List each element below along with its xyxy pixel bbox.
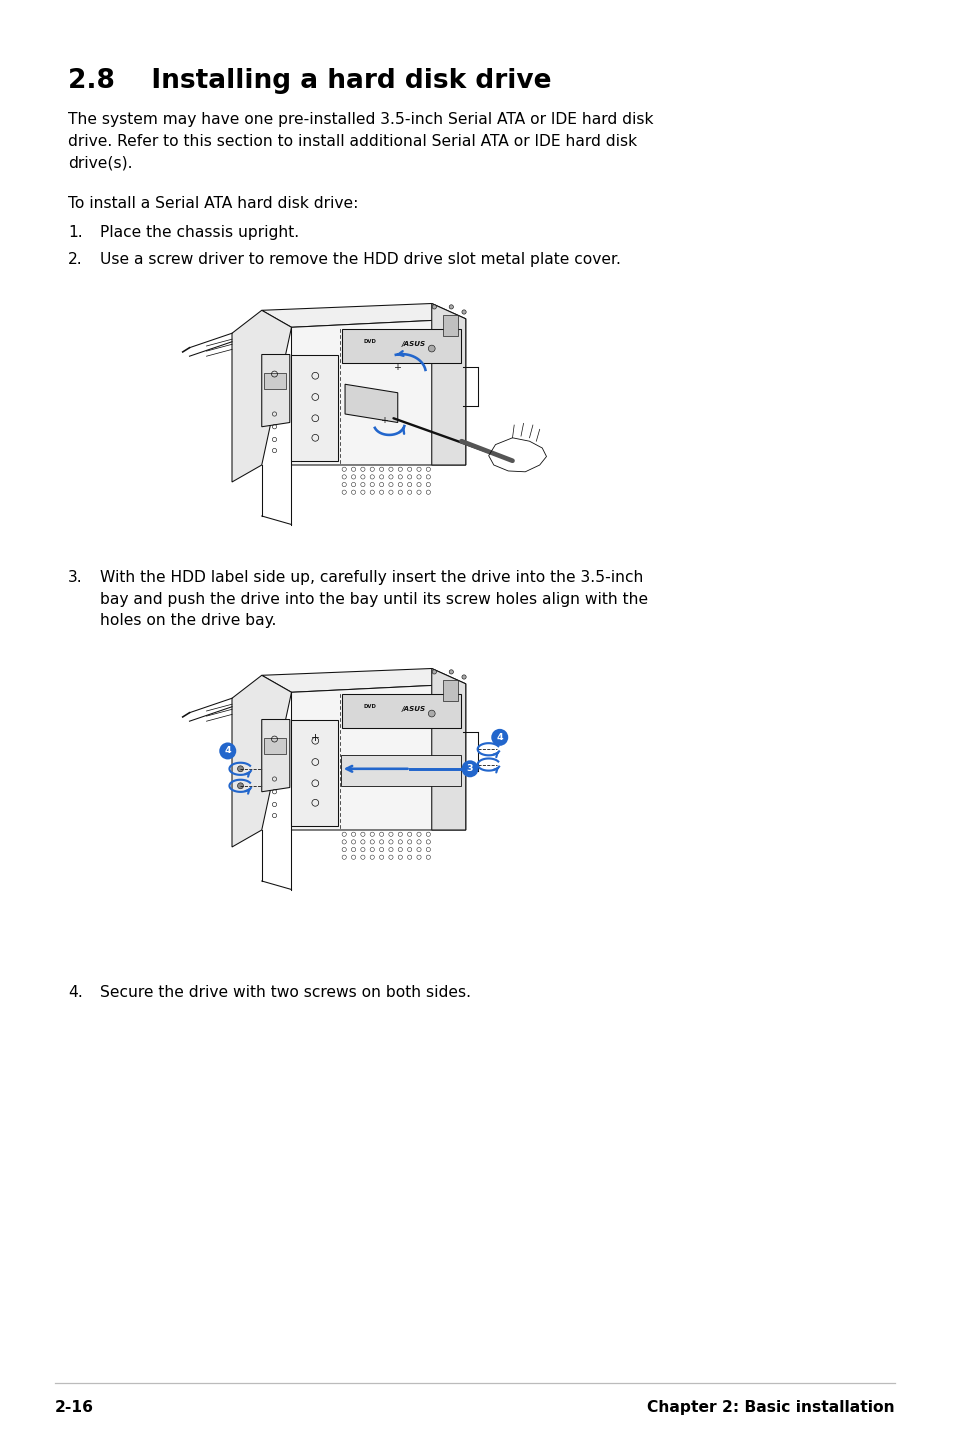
Bar: [264, 374, 285, 388]
Polygon shape: [292, 355, 338, 460]
Text: 4: 4: [224, 746, 231, 755]
Circle shape: [428, 710, 435, 718]
Bar: [342, 695, 461, 728]
Text: Use a screw driver to remove the HDD drive slot metal plate cover.: Use a screw driver to remove the HDD dri…: [100, 252, 620, 267]
Polygon shape: [345, 384, 397, 423]
Text: 3.: 3.: [68, 569, 83, 585]
Polygon shape: [261, 669, 465, 692]
Text: /ASUS: /ASUS: [401, 341, 426, 348]
Text: 2-16: 2-16: [55, 1401, 94, 1415]
Text: The system may have one pre-installed 3.5-inch Serial ATA or IDE hard disk
drive: The system may have one pre-installed 3.…: [68, 112, 653, 170]
Circle shape: [461, 674, 466, 679]
Text: 2.8    Installing a hard disk drive: 2.8 Installing a hard disk drive: [68, 68, 551, 93]
Polygon shape: [261, 303, 465, 328]
Text: Place the chassis upright.: Place the chassis upright.: [100, 224, 299, 240]
Text: +: +: [380, 416, 389, 426]
Text: To install a Serial ATA hard disk drive:: To install a Serial ATA hard disk drive:: [68, 196, 358, 211]
Text: 4.: 4.: [68, 985, 83, 999]
Text: Chapter 2: Basic installation: Chapter 2: Basic installation: [647, 1401, 894, 1415]
Polygon shape: [261, 719, 290, 792]
Text: 1.: 1.: [68, 224, 83, 240]
Polygon shape: [292, 319, 465, 464]
Bar: [442, 315, 457, 336]
Text: 3: 3: [466, 765, 473, 774]
Circle shape: [432, 305, 436, 309]
Polygon shape: [232, 311, 292, 482]
Text: With the HDD label side up, carefully insert the drive into the 3.5-inch
bay and: With the HDD label side up, carefully in…: [100, 569, 647, 628]
Polygon shape: [432, 669, 465, 830]
Circle shape: [491, 729, 508, 746]
Polygon shape: [292, 719, 338, 825]
Circle shape: [449, 670, 453, 674]
Text: Secure the drive with two screws on both sides.: Secure the drive with two screws on both…: [100, 985, 471, 999]
Text: +: +: [394, 362, 401, 372]
Bar: [342, 329, 461, 362]
Circle shape: [237, 766, 243, 772]
Text: 2.: 2.: [68, 252, 83, 267]
Circle shape: [428, 345, 435, 352]
Circle shape: [432, 670, 436, 674]
Text: +: +: [311, 733, 319, 743]
Circle shape: [449, 305, 453, 309]
Text: /ASUS: /ASUS: [401, 706, 426, 712]
Bar: [264, 738, 285, 754]
Polygon shape: [292, 684, 465, 830]
Polygon shape: [432, 303, 465, 464]
Text: DVD: DVD: [363, 339, 376, 344]
Text: 4: 4: [496, 733, 502, 742]
Polygon shape: [261, 355, 290, 427]
Circle shape: [461, 309, 466, 313]
Text: DVD: DVD: [363, 705, 376, 709]
Circle shape: [461, 761, 478, 778]
Polygon shape: [232, 676, 292, 847]
Polygon shape: [340, 755, 461, 785]
Circle shape: [219, 742, 236, 759]
Bar: [442, 680, 457, 700]
Circle shape: [237, 782, 243, 789]
